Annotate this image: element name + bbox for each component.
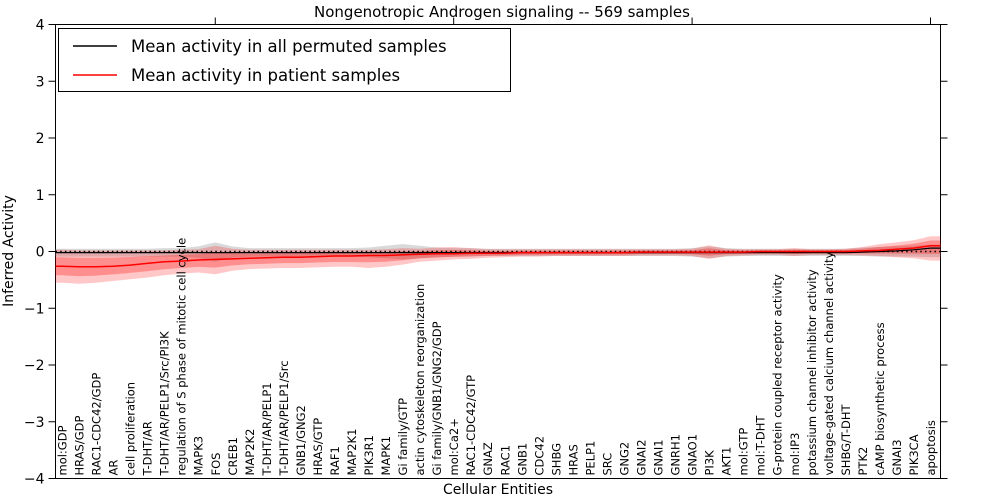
category-tick-label: HRAS/GTP <box>311 418 325 476</box>
category-tick-label: MAPK3 <box>192 436 206 476</box>
category-tick-label: mol:GTP <box>737 428 751 476</box>
category-tick-label: RAC1-CDC42/GTP <box>464 375 478 476</box>
category-tick-label: AKT1 <box>720 447 734 476</box>
patient-mean-line <box>55 245 941 268</box>
y-tick-label: 3 <box>36 74 45 90</box>
category-tick-label: PIK3CA <box>907 434 921 475</box>
category-tick-label: HRAS/GDP <box>73 416 87 476</box>
category-tick-label: AR <box>107 460 121 476</box>
category-tick-label: GNRH1 <box>669 434 683 475</box>
category-tick-label: mol:GDP <box>56 425 70 475</box>
y-tick-label: 1 <box>36 188 45 204</box>
category-tick-label: RAF1 <box>328 446 342 475</box>
category-tick-label: cAMP biosynthetic process <box>873 322 887 475</box>
category-tick-label: FOS <box>209 453 223 476</box>
category-tick-label: potassium channel inhibitor activity <box>805 269 819 475</box>
y-tick-label: −2 <box>24 358 45 374</box>
category-tick-label: T-DHT/AR/PELP1 <box>260 382 274 476</box>
category-tick-label: T-DHT/AR/PELP1/Src/PI3K <box>158 331 172 477</box>
category-tick-label: GNAZ <box>481 442 495 475</box>
category-tick-label: GNAI2 <box>635 439 649 475</box>
category-tick-label: GNAO1 <box>686 434 700 476</box>
category-tick-label: regulation of S phase of mitotic cell cy… <box>175 238 189 476</box>
y-tick-label: −3 <box>24 415 45 431</box>
category-tick-label: Gi family/GTP <box>396 398 410 476</box>
category-tick-label: Gi family/GNB1/GNG2/GDP <box>430 321 444 475</box>
category-tick-label: PELP1 <box>583 441 597 476</box>
category-tick-label: CDC42 <box>532 436 546 476</box>
y-axis-label: Inferred Activity <box>1 195 17 307</box>
category-tick-label: RAC1 <box>498 445 512 476</box>
legend: Mean activity in all permuted samples Me… <box>58 28 511 92</box>
category-tick-label: MAPK1 <box>379 436 393 476</box>
x-axis-label: Cellular Entities <box>443 482 553 498</box>
category-tick-label: HRAS <box>566 444 580 475</box>
y-tick-label: 2 <box>36 131 45 147</box>
category-tick-label: GNG2 <box>617 442 631 476</box>
legend-label-patient: Mean activity in patient samples <box>131 66 400 85</box>
category-tick-label: T-DHT/AR <box>141 421 155 476</box>
category-tick-label: mol:T-DHT <box>754 415 768 476</box>
category-tick-label: MAP2K1 <box>345 429 359 476</box>
category-tick-label: GNB1 <box>515 443 529 476</box>
category-tick-label: MAP2K2 <box>243 429 257 476</box>
category-tick-label: voltage-gated calcium channel activity <box>822 252 836 476</box>
category-tick-label: T-DHT/AR/PELP1/Src <box>277 360 291 476</box>
y-tick-label: 0 <box>36 245 45 261</box>
legend-frame <box>58 28 511 92</box>
category-tick-label: PI3K <box>703 450 717 476</box>
category-tick-label: GNAI1 <box>652 439 666 475</box>
legend-label-permuted: Mean activity in all permuted samples <box>131 37 447 56</box>
category-tick-label: PIK3R1 <box>362 435 376 476</box>
category-tick-label: SRC <box>600 453 614 476</box>
y-tick-label: 4 <box>36 18 45 34</box>
category-tick-label: mol:Ca2+ <box>447 418 461 475</box>
patient-band-outer <box>55 236 941 284</box>
y-tick-label: −4 <box>24 472 45 488</box>
category-tick-label: RAC1-CDC42/GDP <box>90 373 104 476</box>
y-tick-label: −1 <box>24 301 45 317</box>
category-tick-label: GNB1/GNG2 <box>294 405 308 475</box>
category-tick-label: GNAI3 <box>890 439 904 475</box>
category-tick-label: SHBG/T-DHT <box>839 403 853 475</box>
category-tick-label: G-protein coupled receptor activity <box>771 274 785 476</box>
category-tick-label: CREB1 <box>226 437 240 476</box>
category-tick-label: PTK2 <box>856 447 870 476</box>
category-tick-label: cell proliferation <box>124 382 138 476</box>
category-tick-label: SHBG <box>549 443 563 476</box>
chart-title: Nongenotropic Androgen signaling -- 569 … <box>314 3 690 21</box>
category-tick-label: actin cytoskeleton reorganization <box>413 284 427 476</box>
category-tick-label: apoptosis <box>924 420 938 475</box>
category-tick-label: mol:IP3 <box>788 433 802 476</box>
